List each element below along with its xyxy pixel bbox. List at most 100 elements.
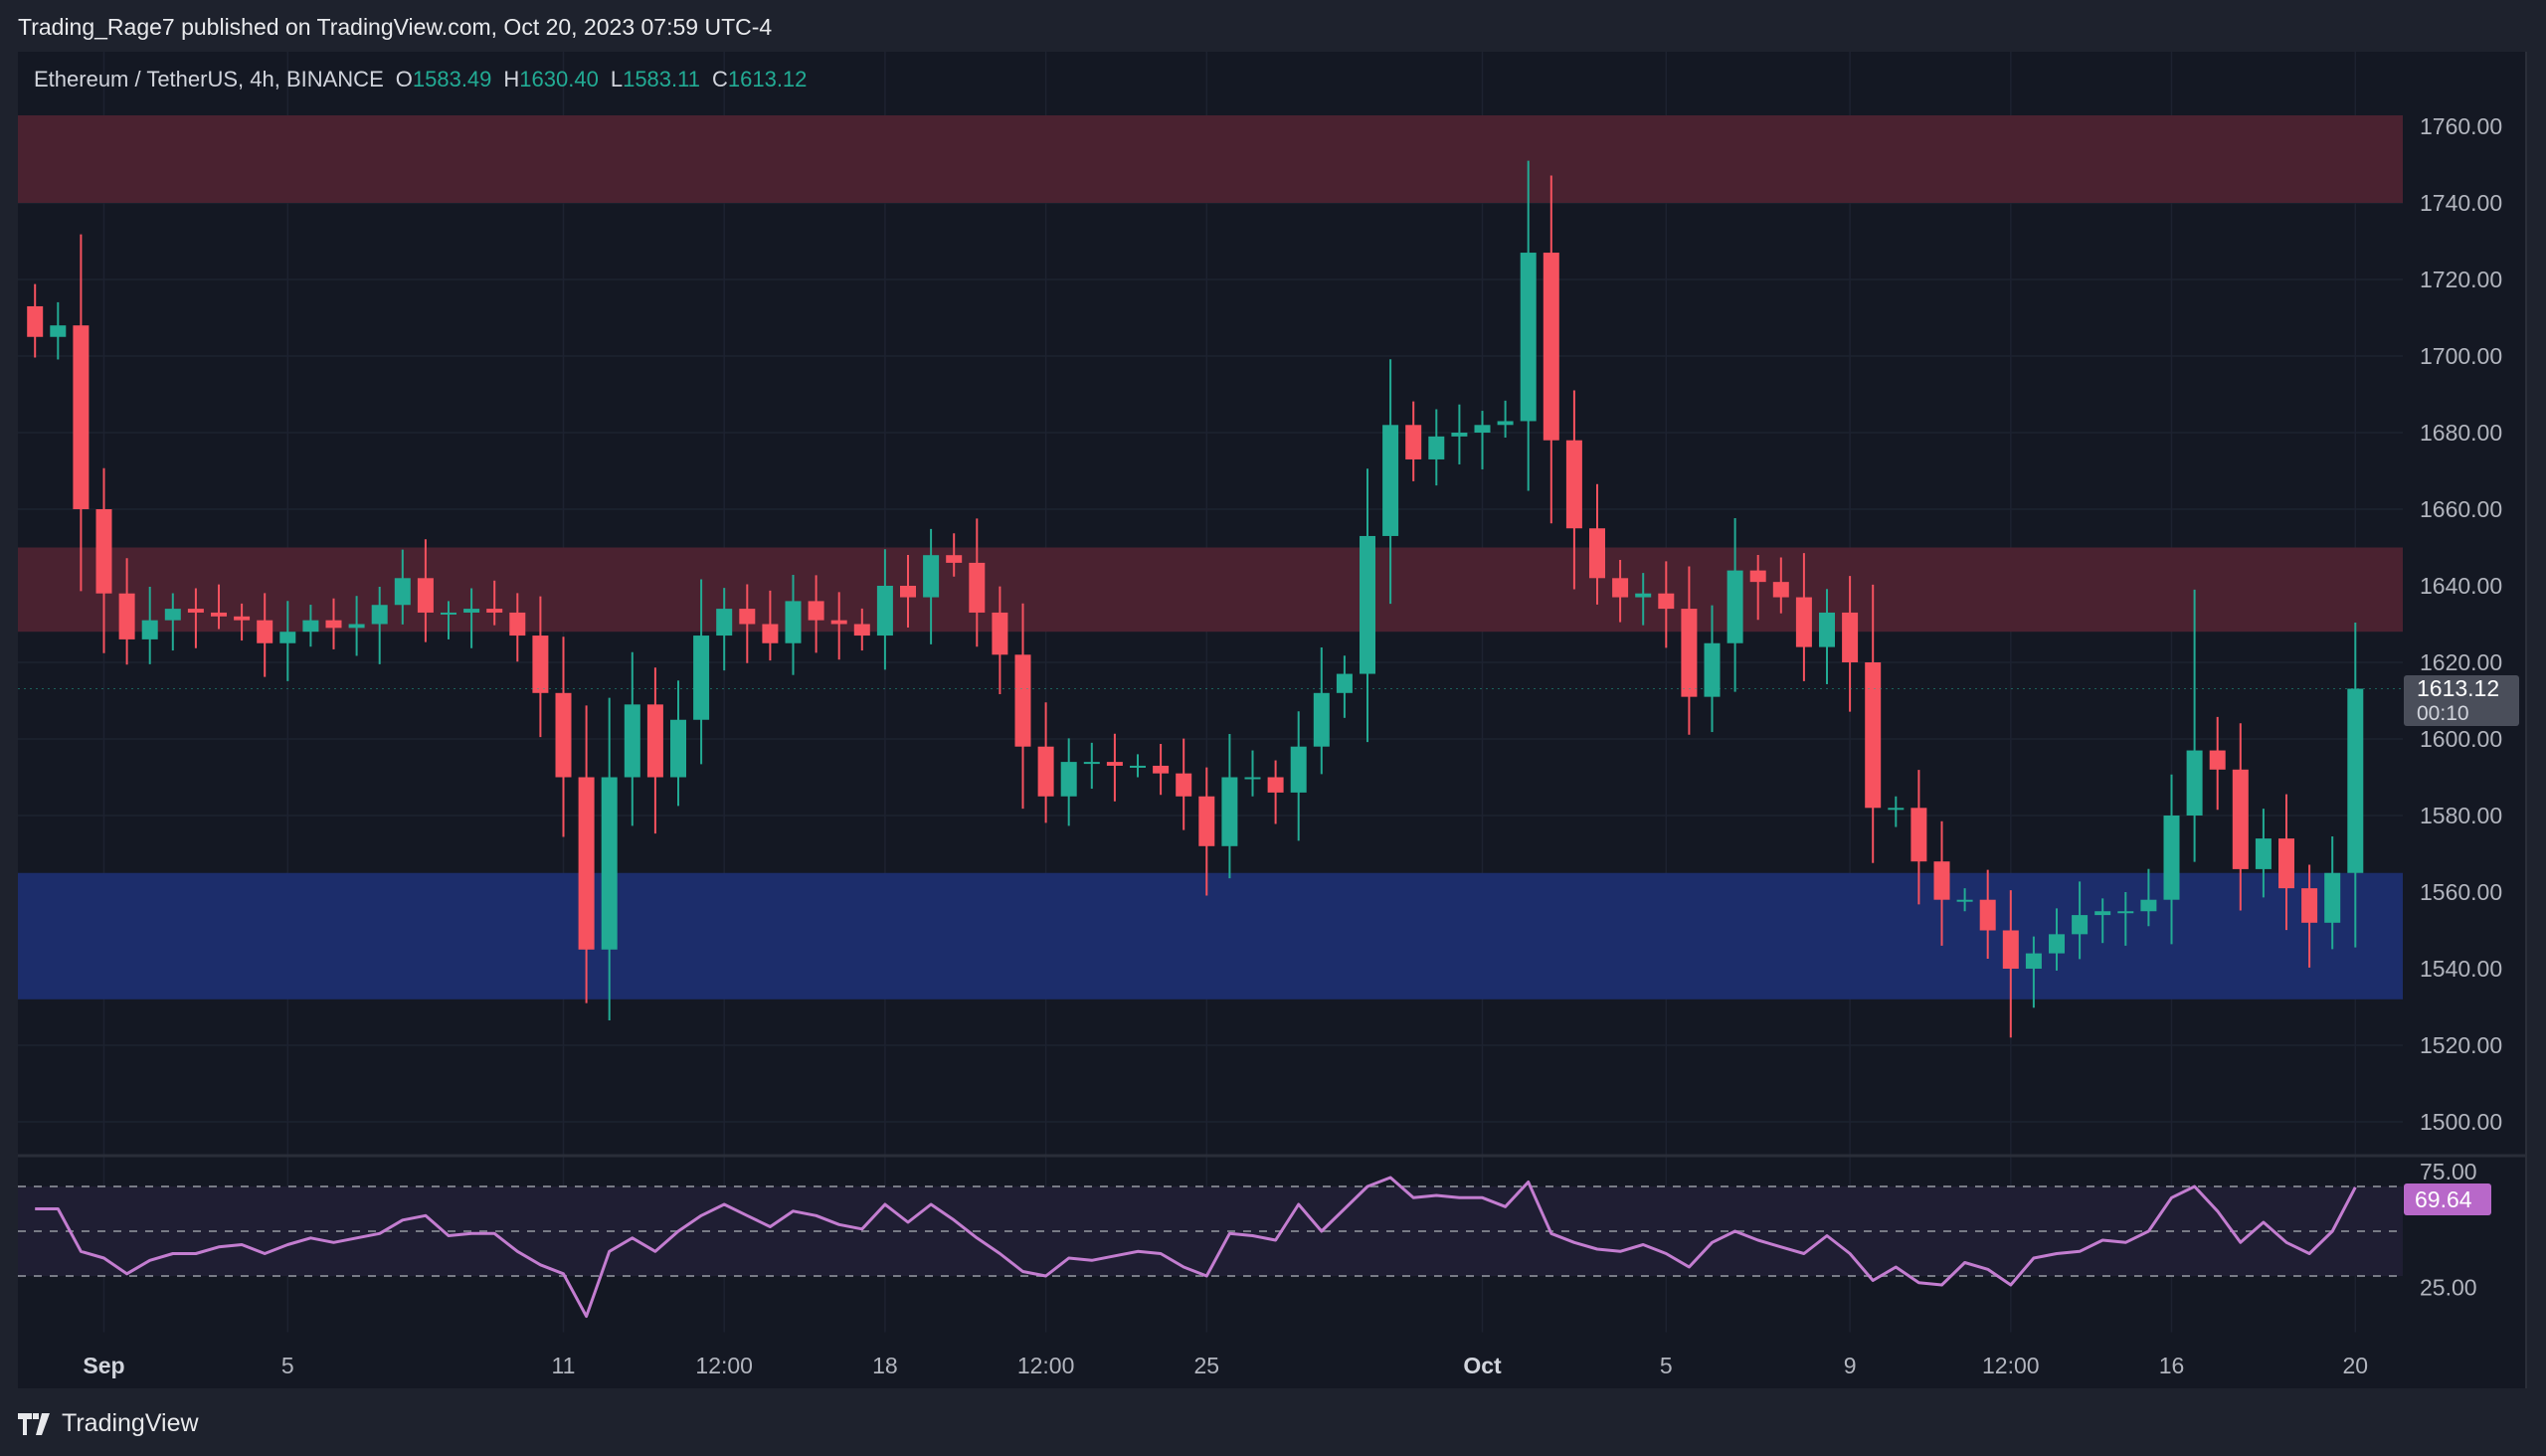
candle-body	[509, 612, 526, 637]
open-value: 1583.49	[412, 67, 492, 91]
time-tick-label: Sep	[83, 1353, 124, 1378]
candle-body	[164, 609, 181, 621]
tradingview-logo[interactable]: TradingView	[18, 1409, 199, 1438]
candle-body	[876, 586, 893, 637]
candle-body	[27, 305, 44, 337]
candle-body	[141, 620, 158, 639]
symbol-legend: Ethereum / TetherUS, 4h, BINANCE O1583.49…	[34, 67, 807, 92]
candle	[1244, 750, 1261, 797]
candle-body	[2278, 838, 2294, 889]
candle-body	[1612, 578, 1629, 598]
candle	[257, 593, 273, 677]
candle	[1290, 711, 1307, 841]
candle	[1865, 584, 1882, 863]
candle	[2186, 589, 2203, 862]
candle	[1176, 738, 1192, 830]
candle	[2209, 716, 2226, 811]
candle	[2117, 892, 2134, 946]
price-tick-label: 1680.00	[2420, 420, 2502, 446]
candle	[2347, 622, 2364, 948]
time-tick-label: Oct	[1463, 1353, 1502, 1378]
candle-body	[1865, 662, 1882, 809]
candle-body	[1153, 765, 1170, 774]
candle-body	[211, 612, 227, 617]
candle	[441, 601, 456, 639]
candle-body	[739, 609, 756, 625]
candle	[302, 605, 319, 647]
candle-body	[325, 620, 342, 629]
candle-body	[1749, 570, 1766, 583]
candle-body	[646, 704, 663, 778]
candle	[27, 283, 44, 358]
time-tick-label: 12:00	[1982, 1353, 2040, 1378]
candle-body	[187, 609, 204, 613]
candle-body	[1658, 593, 1675, 610]
time-tick-label: 11	[552, 1353, 576, 1378]
candle	[1910, 770, 1927, 905]
candle	[693, 579, 710, 765]
candle-body	[1704, 642, 1721, 697]
candle	[371, 586, 388, 664]
symbol-title[interactable]: Ethereum / TetherUS, 4h, BINANCE	[34, 67, 384, 91]
candle-body	[1979, 899, 1996, 931]
candle-body	[394, 578, 411, 606]
candle	[2324, 835, 2341, 950]
candle	[716, 588, 733, 671]
candle-body	[1727, 570, 1743, 643]
candle-body	[1083, 762, 1100, 765]
candle	[1612, 560, 1629, 623]
candle	[1198, 767, 1215, 896]
candle	[486, 580, 503, 626]
candle	[1933, 820, 1950, 946]
candle-body	[624, 704, 640, 778]
candle	[578, 705, 595, 1003]
candle-body	[2072, 915, 2089, 935]
publisher-line: Trading_Rage7 published on TradingView.c…	[18, 14, 773, 40]
candle	[555, 637, 572, 837]
candle	[1497, 400, 1514, 439]
low-label: L	[610, 67, 624, 91]
bar-countdown: 00:10	[2417, 702, 2469, 725]
candle-body	[1290, 746, 1307, 793]
resistance-zone	[18, 547, 2403, 633]
candle	[853, 608, 870, 651]
candle	[1153, 744, 1170, 796]
candle-body	[463, 609, 480, 613]
candle	[509, 593, 526, 662]
candle-body	[118, 593, 135, 639]
candle-body	[785, 601, 802, 643]
candle-body	[2232, 769, 2249, 869]
price-tick-label: 1660.00	[2420, 496, 2502, 522]
candle-body	[1888, 808, 1905, 811]
candle	[463, 588, 480, 648]
chart-frame[interactable]	[18, 52, 2526, 1388]
candle-body	[95, 509, 112, 594]
support-zone	[18, 872, 2403, 1000]
candle	[73, 234, 90, 592]
candle	[417, 539, 434, 642]
high-label: H	[503, 67, 520, 91]
candle-body	[762, 624, 779, 643]
rsi-value: 69.64	[2415, 1186, 2472, 1212]
candle	[946, 533, 963, 577]
candle-body	[2347, 688, 2364, 873]
candle-body	[853, 624, 870, 637]
candle-body	[900, 586, 916, 598]
candle	[1221, 733, 1238, 879]
candle-body	[1795, 597, 1812, 647]
candle-body	[693, 636, 710, 720]
candle-body	[257, 620, 273, 643]
candle	[1772, 557, 1789, 614]
candle-body	[555, 692, 572, 778]
candle-body	[2117, 911, 2134, 914]
candle	[164, 593, 181, 651]
candle	[118, 558, 135, 665]
candle-body	[2186, 750, 2203, 816]
candle-body	[1405, 425, 1422, 459]
candle	[211, 584, 227, 630]
candle-body	[2140, 899, 2157, 912]
price-tick-label: 1760.00	[2420, 113, 2502, 139]
candle-body	[2094, 911, 2111, 916]
candle-body	[1336, 673, 1353, 693]
